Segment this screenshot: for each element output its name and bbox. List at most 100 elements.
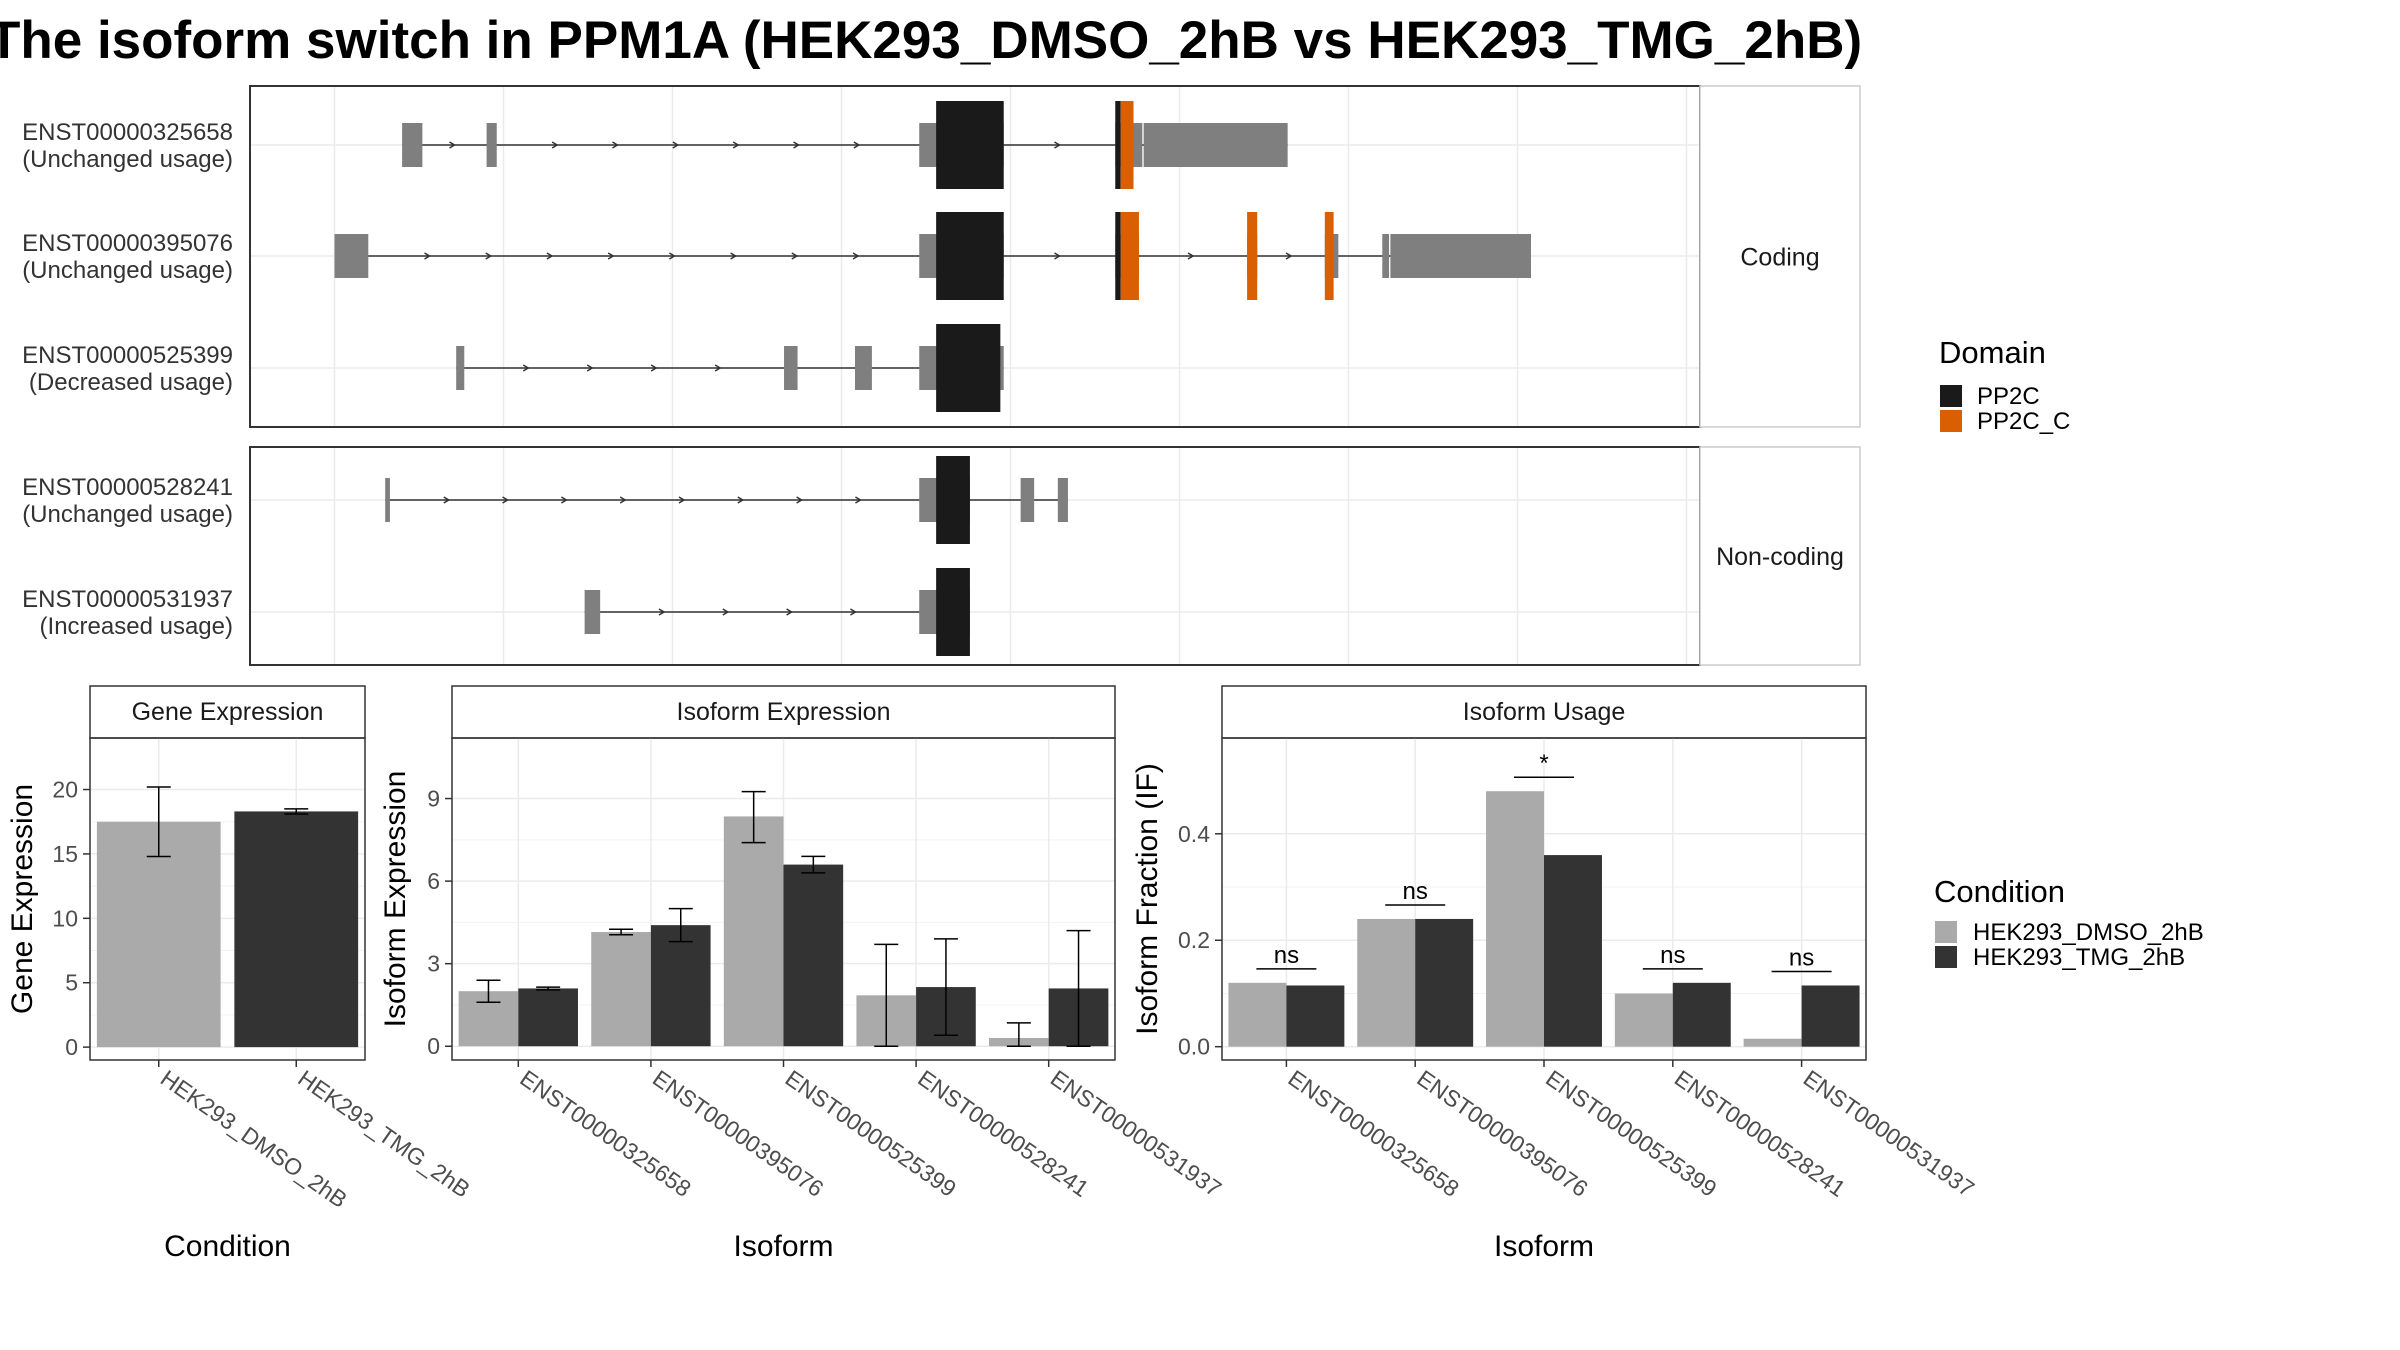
panel-border bbox=[89, 737, 366, 1061]
y-tick-label: 5 bbox=[65, 970, 78, 996]
domain-pp2c-c bbox=[1120, 101, 1134, 189]
intron-direction-arrow bbox=[853, 141, 861, 149]
exon bbox=[1390, 234, 1532, 278]
exon bbox=[402, 123, 423, 167]
isoform-track: ENST00000531937(Increased usage) bbox=[22, 568, 970, 656]
intron-direction-arrow bbox=[650, 364, 658, 372]
exon bbox=[1382, 234, 1390, 278]
legend-label: PP2C_C bbox=[1977, 408, 2070, 435]
panel-strip-label: Gene Expression bbox=[132, 698, 324, 726]
domain-pp2c-c bbox=[1324, 212, 1334, 300]
panel-strip bbox=[451, 685, 1116, 739]
bar bbox=[518, 988, 578, 1047]
isoform-usage-label: (Unchanged usage) bbox=[22, 146, 233, 173]
intron-direction-arrow bbox=[1285, 252, 1293, 260]
bar bbox=[783, 864, 844, 1047]
isoform-id-label: ENST00000395076 bbox=[22, 230, 233, 257]
domain-pp2c bbox=[936, 324, 1001, 412]
intron-direction-arrow bbox=[449, 141, 456, 149]
facet-strip bbox=[1699, 446, 1861, 666]
domain-pp2c bbox=[936, 212, 1004, 300]
intron-direction-arrow bbox=[607, 252, 615, 260]
domain-pp2c bbox=[1115, 212, 1121, 300]
intron-direction-arrow bbox=[855, 496, 862, 504]
bar bbox=[1415, 918, 1474, 1047]
isoform-track: ENST00000525399(Decreased usage) bbox=[22, 324, 1004, 412]
bar bbox=[1544, 855, 1602, 1047]
y-tick-label: 15 bbox=[52, 841, 78, 867]
intron-direction-arrow bbox=[546, 252, 554, 260]
y-axis-title: Isoform Fraction (IF) bbox=[1131, 763, 1164, 1035]
intron-direction-arrow bbox=[560, 496, 568, 504]
y-tick-label: 0.0 bbox=[1178, 1034, 1210, 1060]
facet-panel-border bbox=[249, 446, 1701, 666]
bar bbox=[1801, 985, 1860, 1047]
intron-direction-arrow bbox=[1187, 252, 1195, 260]
y-tick-label: 6 bbox=[427, 868, 440, 894]
bar bbox=[1486, 791, 1544, 1047]
domain-pp2c-c bbox=[1247, 212, 1258, 300]
exon bbox=[1143, 123, 1288, 167]
facet-non-coding: Non-coding ENST00000528241(Unchanged usag… bbox=[22, 446, 1861, 666]
domain-pp2c bbox=[936, 101, 1004, 189]
intron-direction-arrow bbox=[793, 141, 800, 149]
x-axis-title: Isoform bbox=[1494, 1230, 1594, 1263]
y-tick-label: 0 bbox=[427, 1033, 440, 1059]
bar bbox=[723, 816, 784, 1047]
bar bbox=[650, 925, 711, 1047]
significance-label: ns bbox=[1403, 878, 1428, 905]
intron-direction-arrow bbox=[737, 496, 745, 504]
significance-label: ns bbox=[1274, 942, 1299, 969]
x-axis-title: Condition bbox=[164, 1230, 291, 1263]
legend-title: Domain bbox=[1939, 335, 2046, 370]
intron-direction-arrow bbox=[850, 608, 857, 616]
intron-direction-arrow bbox=[522, 364, 530, 372]
bar bbox=[1286, 985, 1345, 1047]
exon bbox=[456, 346, 465, 390]
legend-label: HEK293_TMG_2hB bbox=[1973, 944, 2185, 971]
y-tick-label: 0.4 bbox=[1178, 821, 1210, 847]
facet-strip bbox=[1699, 85, 1861, 428]
y-axis-title: Gene Expression bbox=[6, 784, 39, 1014]
isoform-usage-label: (Increased usage) bbox=[40, 613, 233, 640]
intron-direction-arrow bbox=[852, 252, 860, 260]
bar bbox=[96, 821, 221, 1048]
x-axis-title: Isoform bbox=[733, 1230, 833, 1263]
intron-direction-arrow bbox=[672, 141, 680, 149]
intron-direction-arrow bbox=[732, 141, 740, 149]
legend-swatch bbox=[1940, 410, 1962, 432]
bar bbox=[591, 932, 651, 1047]
intron-direction-arrow bbox=[786, 608, 794, 616]
domain-pp2c bbox=[1115, 101, 1121, 189]
y-tick-label: 0.2 bbox=[1178, 927, 1210, 953]
y-tick-label: 20 bbox=[52, 777, 78, 803]
legend-swatch bbox=[1940, 385, 1962, 407]
intron-direction-arrow bbox=[1054, 141, 1061, 149]
bar bbox=[1614, 993, 1673, 1047]
exon bbox=[784, 346, 798, 390]
intron-direction-arrow bbox=[424, 252, 431, 260]
isoform-track: ENST00000395076(Unchanged usage) bbox=[22, 212, 1532, 300]
legend-label: PP2C bbox=[1977, 383, 2040, 410]
panel-strip-label: Isoform Usage bbox=[1463, 698, 1626, 726]
exon bbox=[584, 590, 601, 634]
isoform-usage-label: (Unchanged usage) bbox=[22, 501, 233, 528]
significance-label: * bbox=[1539, 750, 1548, 777]
y-tick-label: 10 bbox=[52, 905, 78, 931]
isoform-usage-label: (Decreased usage) bbox=[29, 369, 233, 396]
isoform-id-label: ENST00000325658 bbox=[22, 119, 233, 146]
facet-label: Non-coding bbox=[1716, 543, 1844, 571]
y-tick-label: 3 bbox=[427, 951, 440, 977]
exon bbox=[486, 123, 497, 167]
legend-swatch bbox=[1935, 946, 1957, 968]
intron-direction-arrow bbox=[796, 496, 804, 504]
isoform-usage-label: (Unchanged usage) bbox=[22, 257, 233, 284]
exon bbox=[1020, 478, 1035, 522]
y-tick-label: 9 bbox=[427, 786, 440, 812]
y-tick-label: 0 bbox=[65, 1034, 78, 1060]
bar bbox=[1228, 982, 1287, 1047]
